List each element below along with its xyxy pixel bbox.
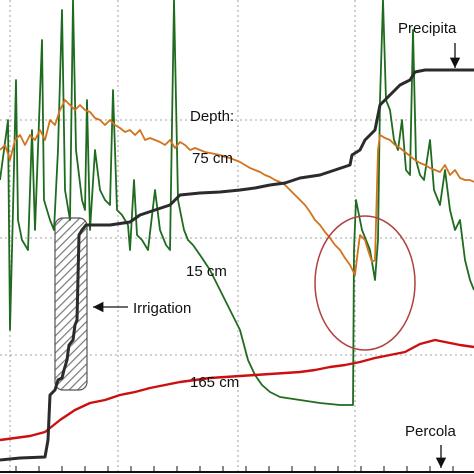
series-line-cumulative [0, 68, 474, 462]
label-75cm: 75 cm [192, 150, 233, 167]
label-irrigation: Irrigation [133, 300, 191, 317]
series-line-75-cm [0, 99, 474, 276]
series-line-165-cm [0, 338, 474, 442]
bottom-ticks [15, 466, 454, 472]
irrigation-box [54, 217, 88, 391]
label-depth: Depth: [190, 108, 234, 125]
label-percolation: Percola [405, 423, 457, 440]
series-line-15-cm [0, 0, 474, 406]
label-165cm: 165 cm [190, 374, 239, 391]
series-layer [0, 0, 474, 462]
label-precipitation: Precipita [398, 20, 457, 37]
highlight-ellipse [314, 215, 416, 351]
label-15cm: 15 cm [186, 263, 227, 280]
